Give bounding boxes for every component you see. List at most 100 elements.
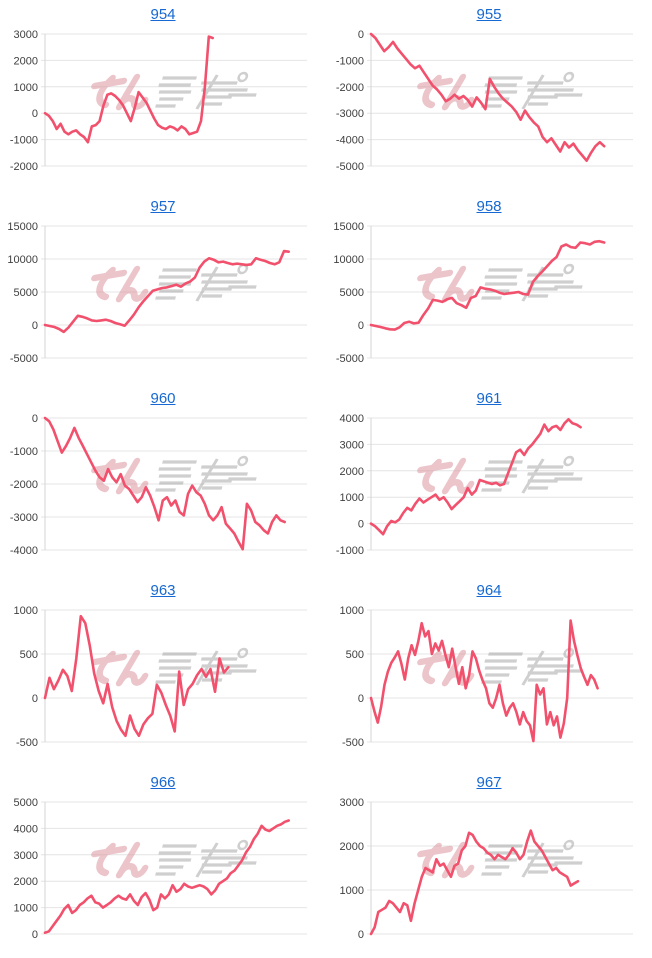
- y-axis-tick-label: 0: [32, 929, 38, 941]
- minrepo-watermark-icon: [417, 71, 583, 111]
- chart-title-link[interactable]: 967: [476, 774, 502, 791]
- series-line: [369, 829, 580, 936]
- y-axis-tick-label: 1000: [340, 885, 364, 897]
- line-chart: 3000 2000 1000 0 -1000 -2000: [10, 29, 307, 173]
- chart-title-link[interactable]: 954: [150, 6, 176, 23]
- line-chart: 15000 10000 5000 0 -5000: [333, 221, 633, 365]
- chart-title: 967: [326, 768, 652, 796]
- series-line: [43, 614, 230, 738]
- y-axis-tick-label: 4000: [14, 823, 38, 835]
- series-line: [43, 35, 214, 144]
- y-axis-tick-label: 15000: [7, 221, 38, 233]
- minrepo-watermark-icon: [91, 263, 257, 303]
- y-axis-tick-label: -1000: [10, 135, 38, 147]
- y-axis-tick-label: 5000: [14, 287, 38, 299]
- chart-cell: 961 4000 3000 2000 1000 0 -1000: [326, 384, 652, 576]
- y-axis-tick-label: 500: [346, 649, 364, 661]
- chart-cell: 966 5000 4000 3000 2000 1000 0: [0, 768, 326, 958]
- chart-cell: 960 0 -1000 -2000 -3000 -4000: [0, 384, 326, 576]
- chart-cell: 963 1000 500 0 -500: [0, 576, 326, 768]
- minrepo-watermark-icon: [417, 455, 583, 495]
- y-axis-tick-label: -3000: [10, 512, 38, 524]
- chart-title: 964: [326, 576, 652, 604]
- y-axis-tick-label: -1000: [336, 545, 364, 557]
- y-axis-tick-label: -1000: [336, 55, 364, 67]
- chart-title: 961: [326, 384, 652, 412]
- y-axis-tick-label: -4000: [336, 135, 364, 147]
- y-axis-tick-label: 3000: [14, 850, 38, 862]
- y-axis-tick-label: 0: [358, 29, 364, 41]
- y-axis-tick-label: 4000: [340, 413, 364, 425]
- line-chart: 0 -1000 -2000 -3000 -4000 -5000: [336, 29, 633, 173]
- series-line: [369, 619, 599, 743]
- chart-title-link[interactable]: 961: [476, 390, 502, 407]
- chart-title-link[interactable]: 960: [150, 390, 176, 407]
- chart-cell: 954 3000 2000 1000 0 -1000 -2000: [0, 0, 326, 192]
- y-axis-tick-label: 1000: [14, 82, 38, 94]
- minrepo-watermark-icon: [91, 71, 257, 111]
- y-axis-tick-label: 15000: [333, 221, 364, 233]
- chart-title-link[interactable]: 955: [476, 6, 502, 23]
- y-axis-tick-label: 2000: [340, 466, 364, 478]
- y-axis-tick-label: 1000: [14, 903, 38, 915]
- y-axis-tick-label: -1000: [10, 446, 38, 458]
- y-axis-tick-label: 500: [20, 649, 38, 661]
- chart-cell: 967 3000 2000 1000 0: [326, 768, 652, 958]
- chart-title-link[interactable]: 966: [150, 774, 176, 791]
- y-axis-tick-label: 1000: [340, 492, 364, 504]
- y-axis-tick-label: 0: [358, 519, 364, 531]
- y-axis-tick-label: 0: [358, 320, 364, 332]
- chart-cell: 964 1000 500 0 -500: [326, 576, 652, 768]
- y-axis-tick-label: 3000: [14, 29, 38, 41]
- series-line: [43, 416, 287, 551]
- line-chart: 5000 4000 3000 2000 1000 0: [14, 797, 307, 941]
- y-axis-tick-label: 2000: [340, 841, 364, 853]
- minrepo-watermark-icon: [91, 455, 257, 495]
- chart-cell: 957 15000 10000 5000 0 -5000: [0, 192, 326, 384]
- y-axis-tick-label: 10000: [333, 254, 364, 266]
- chart-cell: 955 0 -1000 -2000 -3000 -4000 -5000: [326, 0, 652, 192]
- y-axis-tick-label: 1000: [340, 605, 364, 617]
- series-line: [43, 819, 291, 934]
- chart-title: 966: [0, 768, 326, 796]
- line-chart: 1000 500 0 -500: [340, 605, 633, 749]
- y-axis-tick-label: -2000: [10, 161, 38, 173]
- y-axis-tick-label: 0: [32, 108, 38, 120]
- y-axis-tick-label: 3000: [340, 797, 364, 809]
- y-axis-tick-label: -500: [342, 737, 364, 749]
- chart-title-link[interactable]: 958: [476, 198, 502, 215]
- series-line: [369, 32, 606, 162]
- chart-cell: 958 15000 10000 5000 0 -5000: [326, 192, 652, 384]
- y-axis-tick-label: 1000: [14, 605, 38, 617]
- chart-title: 958: [326, 192, 652, 220]
- y-axis-tick-label: 10000: [7, 254, 38, 266]
- chart-title: 955: [326, 0, 652, 28]
- y-axis-tick-label: -5000: [336, 161, 364, 173]
- y-axis-tick-label: 5000: [14, 797, 38, 809]
- minrepo-watermark-icon: [417, 263, 583, 303]
- chart-title-link[interactable]: 957: [150, 198, 176, 215]
- y-axis-tick-label: 5000: [340, 287, 364, 299]
- y-axis-tick-label: -4000: [10, 545, 38, 557]
- y-axis-tick-label: 0: [32, 413, 38, 425]
- chart-title: 963: [0, 576, 326, 604]
- chart-title: 954: [0, 0, 326, 28]
- chart-title-link[interactable]: 964: [476, 582, 502, 599]
- chart-title-link[interactable]: 963: [150, 582, 176, 599]
- line-chart: 3000 2000 1000 0: [340, 797, 633, 941]
- y-axis-tick-label: -2000: [336, 82, 364, 94]
- series-line: [369, 239, 606, 331]
- minrepo-watermark-icon: [91, 839, 257, 879]
- y-axis-tick-label: -500: [16, 737, 38, 749]
- line-chart: 1000 500 0 -500: [14, 605, 307, 749]
- chart-title: 957: [0, 192, 326, 220]
- y-axis-tick-label: 2000: [14, 876, 38, 888]
- line-chart: 15000 10000 5000 0 -5000: [7, 221, 307, 365]
- y-axis-tick-label: 0: [32, 693, 38, 705]
- y-axis-tick-label: 0: [358, 693, 364, 705]
- y-axis-tick-label: 2000: [14, 55, 38, 67]
- line-chart: 4000 3000 2000 1000 0 -1000: [336, 413, 633, 557]
- y-axis-tick-label: -5000: [10, 353, 38, 365]
- y-axis-tick-label: -3000: [336, 108, 364, 120]
